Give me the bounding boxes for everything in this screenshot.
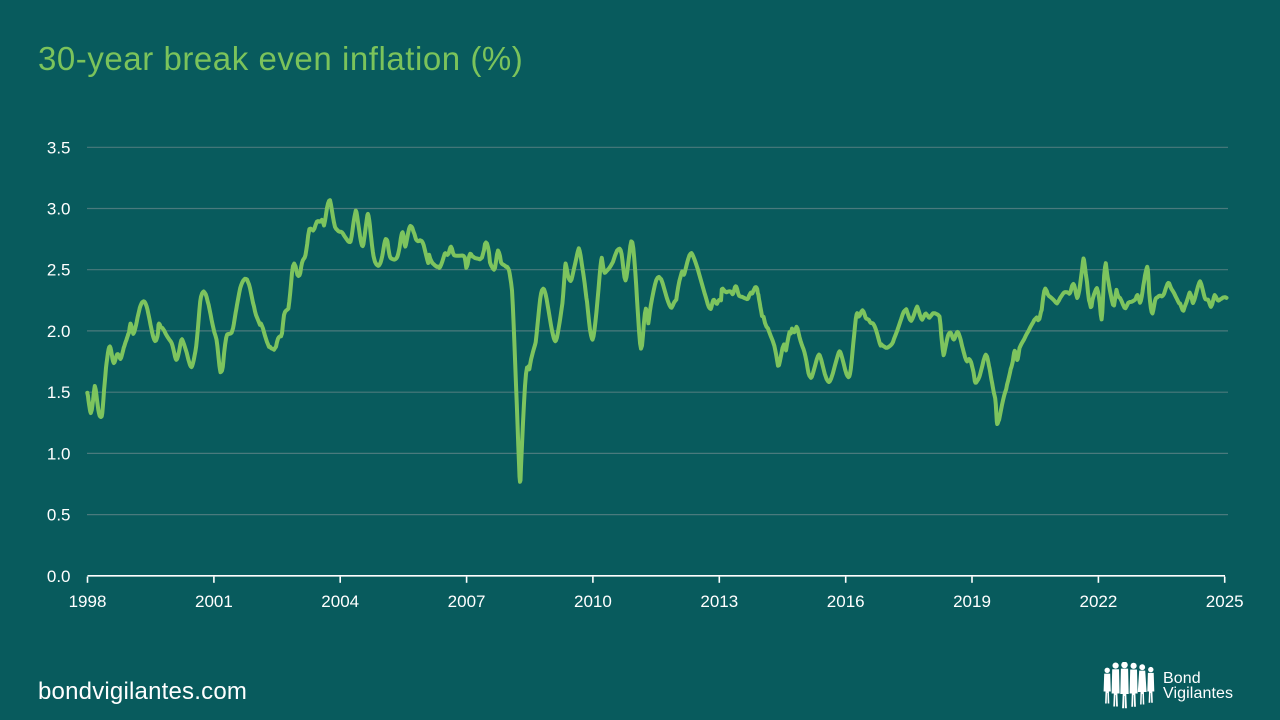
svg-text:2019: 2019 xyxy=(953,592,991,611)
svg-text:2010: 2010 xyxy=(574,592,612,611)
svg-text:2.0: 2.0 xyxy=(47,322,71,341)
svg-text:2.5: 2.5 xyxy=(47,261,71,280)
svg-text:2001: 2001 xyxy=(195,592,233,611)
svg-text:2016: 2016 xyxy=(827,592,865,611)
svg-text:1.0: 1.0 xyxy=(47,444,71,463)
svg-text:2025: 2025 xyxy=(1206,592,1244,611)
svg-text:2007: 2007 xyxy=(448,592,486,611)
svg-text:0.0: 0.0 xyxy=(47,567,71,586)
svg-text:2022: 2022 xyxy=(1079,592,1117,611)
svg-text:3.0: 3.0 xyxy=(47,200,71,219)
svg-text:1.5: 1.5 xyxy=(47,383,71,402)
svg-text:2004: 2004 xyxy=(321,592,359,611)
svg-text:1998: 1998 xyxy=(69,592,107,611)
svg-text:3.5: 3.5 xyxy=(47,138,71,157)
svg-text:0.5: 0.5 xyxy=(47,506,71,525)
svg-text:2013: 2013 xyxy=(700,592,738,611)
